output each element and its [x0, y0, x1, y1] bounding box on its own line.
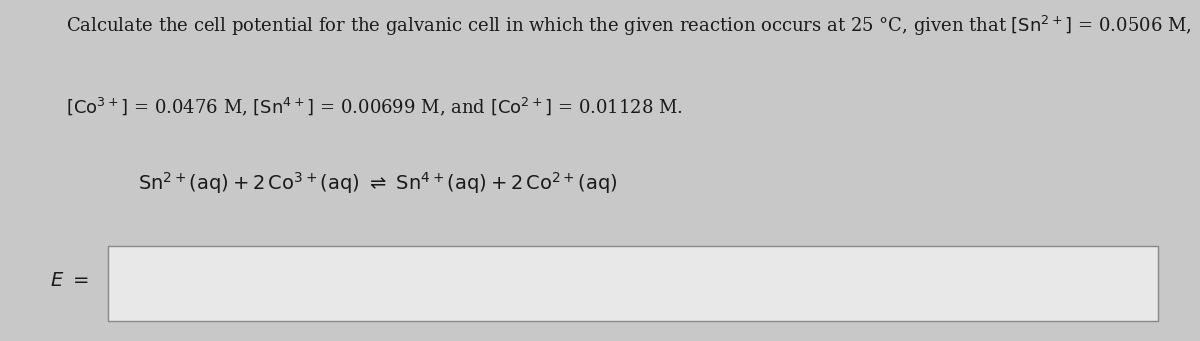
Text: $\mathrm{Sn^{2+}(aq) + 2\,Co^{3+}(aq)}\ \rightleftharpoons\ \mathrm{Sn^{4+}(aq) : $\mathrm{Sn^{2+}(aq) + 2\,Co^{3+}(aq)}\ … — [138, 170, 618, 196]
Text: Calculate the cell potential for the galvanic cell in which the given reaction o: Calculate the cell potential for the gal… — [66, 14, 1192, 38]
Text: $E\ =$: $E\ =$ — [50, 272, 89, 290]
FancyBboxPatch shape — [108, 246, 1158, 321]
Text: $[\mathrm{Co^{3+}}]$ = 0.0476 M, $[\mathrm{Sn^{4+}}]$ = 0.00699 M, and $[\mathrm: $[\mathrm{Co^{3+}}]$ = 0.0476 M, $[\math… — [66, 95, 683, 118]
